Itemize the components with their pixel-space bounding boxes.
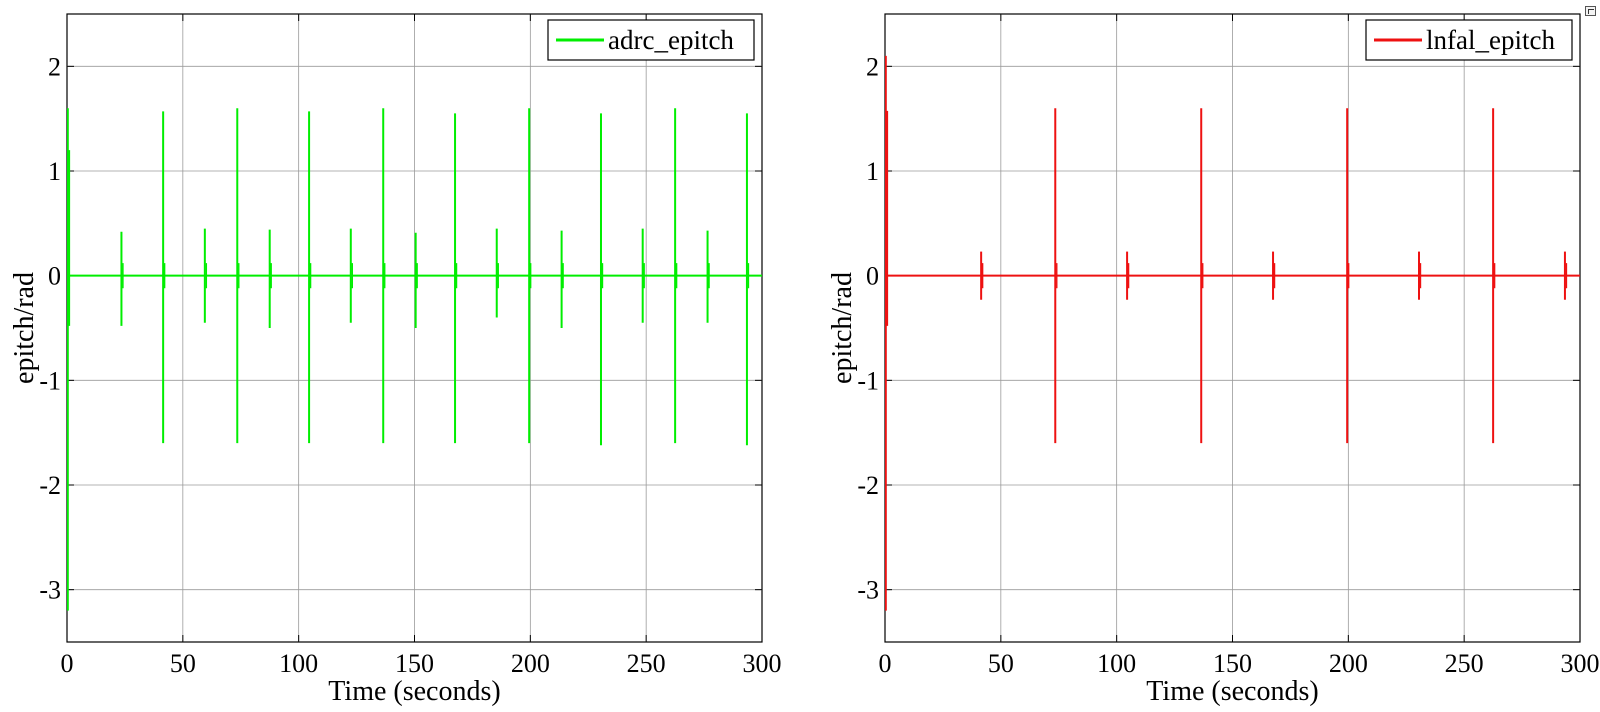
expand-icon xyxy=(1588,9,1594,14)
y-tick-label: 0 xyxy=(48,262,61,291)
chart-panel-2: 0 50 100 150 200 250 300 -3 -2 -1 0 1 2 Time (seconds… xyxy=(827,13,1600,707)
y-axis-label: epitch/rad xyxy=(827,272,858,384)
y-tick-label: -3 xyxy=(39,576,61,605)
expand-figure-button[interactable] xyxy=(1585,6,1596,16)
y-tick-label: 2 xyxy=(866,52,879,81)
x-axis-label: Time (seconds) xyxy=(1146,676,1318,707)
x-tick-label: 0 xyxy=(61,649,74,678)
y-tick-label: 2 xyxy=(48,52,61,81)
y-tick-label: -2 xyxy=(39,471,61,500)
y-tick-label: -1 xyxy=(39,366,61,395)
y-tick-label: -1 xyxy=(857,366,879,395)
series-group xyxy=(885,55,1580,611)
x-tick-label: 150 xyxy=(395,649,434,678)
y-tick-label: 0 xyxy=(866,262,879,291)
y-tick-label: -3 xyxy=(857,576,879,605)
y-axis-label: epitch/rad xyxy=(9,272,40,384)
y-tick-label: 1 xyxy=(48,157,61,186)
legend: adrc_epitch xyxy=(547,19,755,61)
x-tick-label: 250 xyxy=(1445,649,1484,678)
x-tick-label: 200 xyxy=(1329,649,1368,678)
x-axis-label: Time (seconds) xyxy=(328,676,500,707)
x-tick-label: 50 xyxy=(170,649,196,678)
series-group xyxy=(67,108,762,611)
x-tick-label: 100 xyxy=(1097,649,1136,678)
x-tick-label: 300 xyxy=(1561,649,1600,678)
x-tick-label: 150 xyxy=(1213,649,1252,678)
x-tick-label: 100 xyxy=(279,649,318,678)
legend: lnfal_epitch xyxy=(1365,19,1573,61)
x-tick-label: 50 xyxy=(988,649,1014,678)
y-tick-label: -2 xyxy=(857,471,879,500)
chart-panel-1: 0 50 100 150 200 250 300 -3 -2 -1 0 1 2 Time (seconds… xyxy=(9,13,782,707)
legend-label: adrc_epitch xyxy=(608,25,734,55)
x-tick-label: 0 xyxy=(879,649,892,678)
x-tick-label: 250 xyxy=(627,649,666,678)
legend-label: lnfal_epitch xyxy=(1426,25,1555,55)
x-tick-label: 200 xyxy=(511,649,550,678)
y-tick-label: 1 xyxy=(866,157,879,186)
x-tick-label: 300 xyxy=(743,649,782,678)
